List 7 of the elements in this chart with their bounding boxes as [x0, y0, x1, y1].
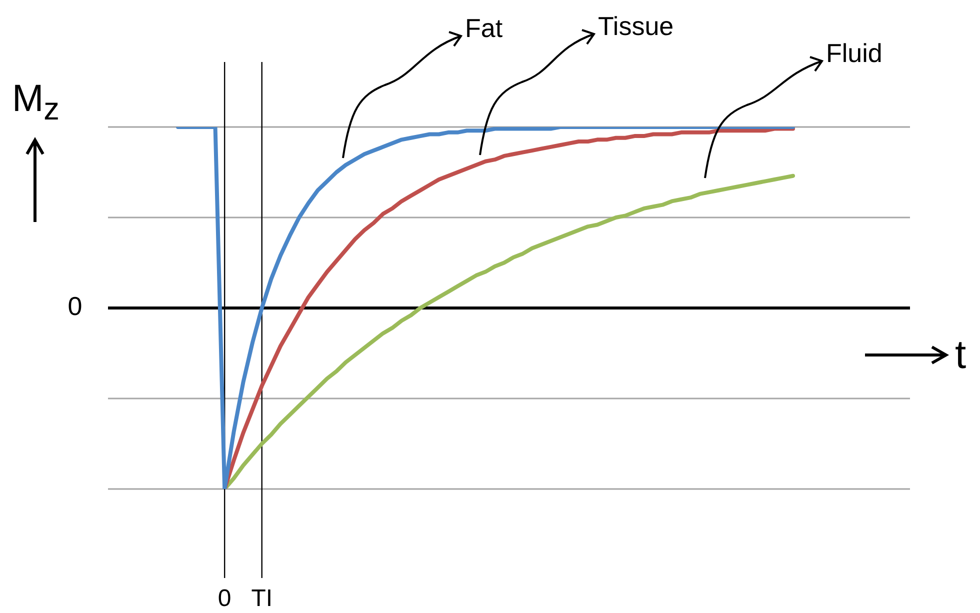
text: Fat [465, 13, 504, 44]
text: Fluid [826, 38, 882, 68]
x-tick-label: TI [251, 585, 273, 612]
ref-line-label: 0 [68, 291, 82, 322]
text: Tissue [598, 11, 674, 42]
x-axis-title: t [955, 333, 966, 377]
y-axis-title: M$_{z}$ [12, 78, 60, 127]
